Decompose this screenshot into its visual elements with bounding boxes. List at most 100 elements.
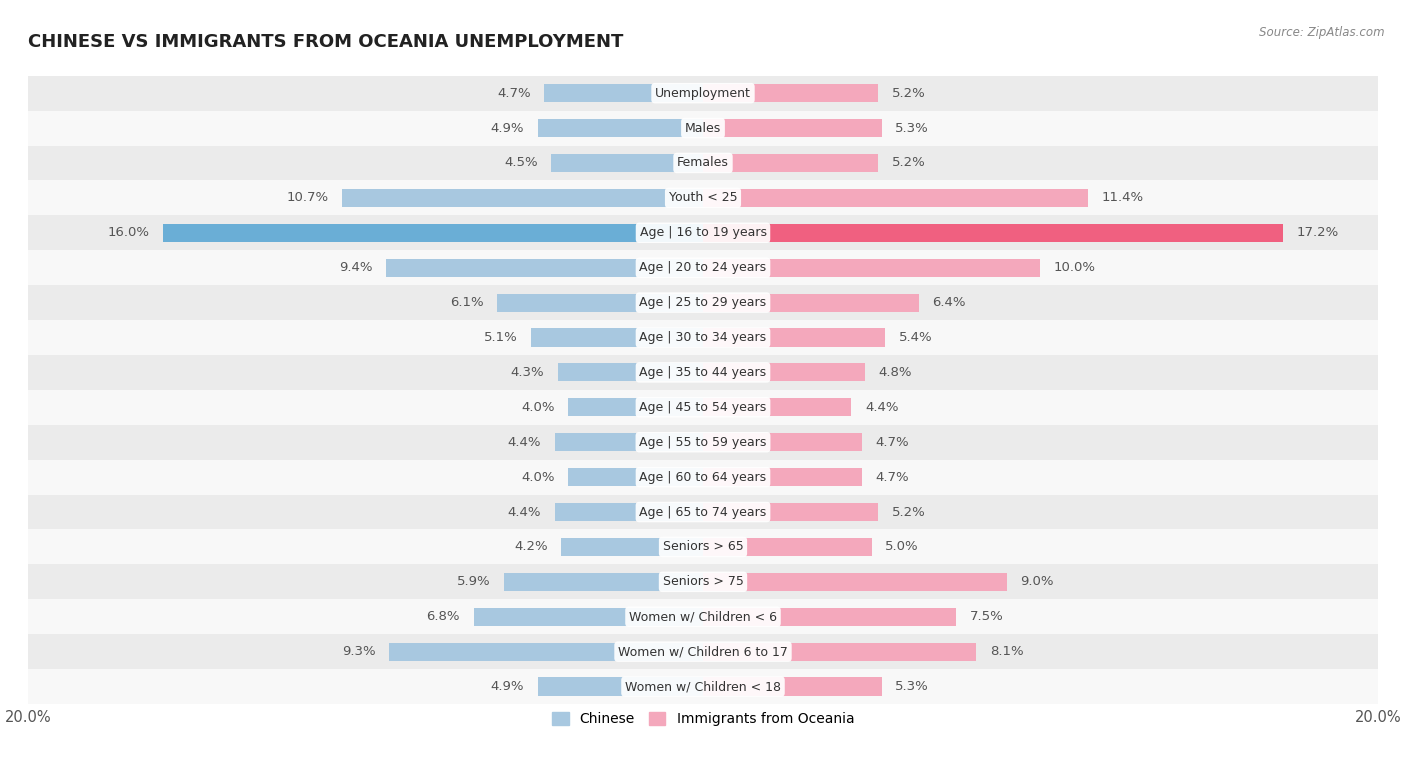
- Bar: [703, 363, 865, 382]
- Bar: [703, 398, 852, 416]
- Text: 10.7%: 10.7%: [287, 192, 329, 204]
- Text: 5.4%: 5.4%: [898, 331, 932, 344]
- Text: 5.9%: 5.9%: [457, 575, 491, 588]
- Text: 8.1%: 8.1%: [990, 645, 1024, 658]
- Text: 4.9%: 4.9%: [491, 122, 524, 135]
- Bar: [703, 538, 872, 556]
- Bar: [537, 119, 703, 137]
- Bar: [28, 355, 1378, 390]
- Text: 4.0%: 4.0%: [522, 400, 554, 414]
- Text: 10.0%: 10.0%: [1054, 261, 1095, 274]
- Bar: [537, 678, 703, 696]
- Text: Seniors > 65: Seniors > 65: [662, 540, 744, 553]
- Text: Age | 65 to 74 years: Age | 65 to 74 years: [640, 506, 766, 519]
- Bar: [703, 643, 976, 661]
- Text: 4.7%: 4.7%: [875, 471, 908, 484]
- Bar: [703, 224, 1284, 241]
- Bar: [568, 398, 703, 416]
- Bar: [474, 608, 703, 626]
- Text: Age | 25 to 29 years: Age | 25 to 29 years: [640, 296, 766, 309]
- Text: 17.2%: 17.2%: [1296, 226, 1339, 239]
- Text: Males: Males: [685, 122, 721, 135]
- Bar: [558, 363, 703, 382]
- Bar: [554, 433, 703, 451]
- Text: 7.5%: 7.5%: [970, 610, 1004, 623]
- Bar: [703, 678, 882, 696]
- Text: Unemployment: Unemployment: [655, 86, 751, 100]
- Bar: [561, 538, 703, 556]
- Text: CHINESE VS IMMIGRANTS FROM OCEANIA UNEMPLOYMENT: CHINESE VS IMMIGRANTS FROM OCEANIA UNEMP…: [28, 33, 623, 51]
- Text: 9.3%: 9.3%: [342, 645, 375, 658]
- Bar: [28, 76, 1378, 111]
- Bar: [28, 180, 1378, 215]
- Bar: [568, 468, 703, 486]
- Text: 4.4%: 4.4%: [508, 506, 541, 519]
- Bar: [28, 285, 1378, 320]
- Text: 4.7%: 4.7%: [875, 436, 908, 449]
- Bar: [554, 503, 703, 521]
- Text: Age | 55 to 59 years: Age | 55 to 59 years: [640, 436, 766, 449]
- Text: 6.4%: 6.4%: [932, 296, 966, 309]
- Bar: [28, 320, 1378, 355]
- Bar: [531, 329, 703, 347]
- Bar: [703, 188, 1088, 207]
- Bar: [703, 259, 1040, 277]
- Bar: [28, 425, 1378, 459]
- Text: 5.3%: 5.3%: [896, 680, 929, 693]
- Bar: [498, 294, 703, 312]
- Text: Seniors > 75: Seniors > 75: [662, 575, 744, 588]
- Bar: [703, 329, 886, 347]
- Bar: [28, 459, 1378, 494]
- Bar: [503, 573, 703, 591]
- Text: Women w/ Children < 6: Women w/ Children < 6: [628, 610, 778, 623]
- Text: 16.0%: 16.0%: [108, 226, 149, 239]
- Text: 4.2%: 4.2%: [515, 540, 548, 553]
- Bar: [28, 529, 1378, 565]
- Bar: [703, 468, 862, 486]
- Text: Age | 16 to 19 years: Age | 16 to 19 years: [640, 226, 766, 239]
- Text: Age | 30 to 34 years: Age | 30 to 34 years: [640, 331, 766, 344]
- Bar: [703, 154, 879, 172]
- Text: Youth < 25: Youth < 25: [669, 192, 737, 204]
- Bar: [28, 600, 1378, 634]
- Text: Age | 35 to 44 years: Age | 35 to 44 years: [640, 366, 766, 379]
- Bar: [28, 251, 1378, 285]
- Text: 4.5%: 4.5%: [503, 157, 537, 170]
- Text: 5.0%: 5.0%: [886, 540, 920, 553]
- Bar: [703, 433, 862, 451]
- Text: 4.8%: 4.8%: [879, 366, 912, 379]
- Bar: [703, 119, 882, 137]
- Text: 11.4%: 11.4%: [1101, 192, 1143, 204]
- Bar: [703, 294, 920, 312]
- Text: 6.1%: 6.1%: [450, 296, 484, 309]
- Bar: [342, 188, 703, 207]
- Bar: [28, 215, 1378, 251]
- Bar: [703, 573, 1007, 591]
- Text: 4.4%: 4.4%: [865, 400, 898, 414]
- Text: 9.0%: 9.0%: [1021, 575, 1053, 588]
- Text: Age | 45 to 54 years: Age | 45 to 54 years: [640, 400, 766, 414]
- Text: Women w/ Children 6 to 17: Women w/ Children 6 to 17: [619, 645, 787, 658]
- Bar: [28, 565, 1378, 600]
- Text: 4.0%: 4.0%: [522, 471, 554, 484]
- Text: Source: ZipAtlas.com: Source: ZipAtlas.com: [1260, 26, 1385, 39]
- Bar: [385, 259, 703, 277]
- Bar: [389, 643, 703, 661]
- Text: 9.4%: 9.4%: [339, 261, 373, 274]
- Bar: [28, 669, 1378, 704]
- Bar: [28, 634, 1378, 669]
- Bar: [703, 84, 879, 102]
- Text: 4.7%: 4.7%: [498, 86, 531, 100]
- Text: 5.2%: 5.2%: [891, 157, 925, 170]
- Bar: [28, 145, 1378, 180]
- Text: 4.4%: 4.4%: [508, 436, 541, 449]
- Bar: [28, 111, 1378, 145]
- Text: 5.3%: 5.3%: [896, 122, 929, 135]
- Text: Age | 60 to 64 years: Age | 60 to 64 years: [640, 471, 766, 484]
- Bar: [163, 224, 703, 241]
- Text: 5.1%: 5.1%: [484, 331, 517, 344]
- Bar: [703, 608, 956, 626]
- Text: Females: Females: [678, 157, 728, 170]
- Text: 5.2%: 5.2%: [891, 86, 925, 100]
- Legend: Chinese, Immigrants from Oceania: Chinese, Immigrants from Oceania: [547, 706, 859, 731]
